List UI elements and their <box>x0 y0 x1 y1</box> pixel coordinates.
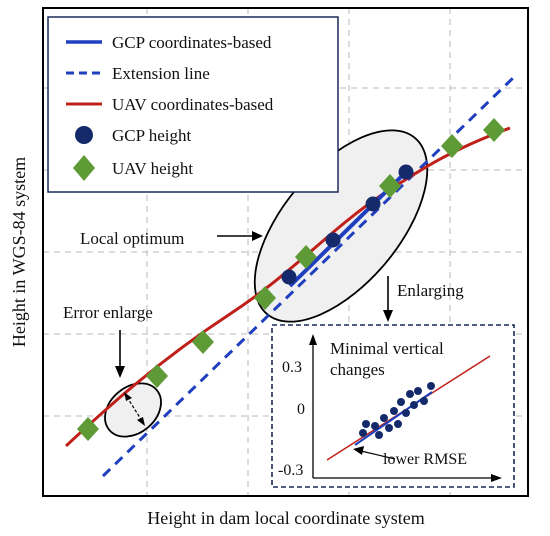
gcp-point <box>365 196 381 212</box>
inset-point <box>385 424 393 432</box>
inset-tick-bottom: -0.3 <box>278 462 303 479</box>
legend-uav-point-swatch <box>73 155 95 181</box>
inset-tick-top: 0.3 <box>282 359 302 376</box>
y-axis-label: Height in WGS-84 system <box>9 157 29 347</box>
annotation-arrows <box>115 231 393 378</box>
enlarging-label: Enlarging <box>397 281 464 300</box>
inset-point <box>375 431 383 439</box>
uav-point <box>483 118 505 142</box>
gcp-point <box>325 232 341 248</box>
inset-point <box>380 414 388 422</box>
inset-point <box>362 420 370 428</box>
uav-point <box>77 417 99 441</box>
inset-point <box>414 387 422 395</box>
inset-point <box>402 409 410 417</box>
inset-frame <box>271 324 515 488</box>
uav-fit-curve <box>64 126 511 448</box>
legend-label-gcp-point: GCP height <box>112 126 191 145</box>
inset-point <box>359 429 367 437</box>
uav-point <box>379 174 401 198</box>
inset-title-line1: Minimal vertical <box>330 339 444 358</box>
inset-panel: 0.3 0 -0.3 Minimal vertical changes lowe… <box>271 324 515 488</box>
inset-point <box>371 422 379 430</box>
gcp-point <box>398 164 414 180</box>
inset-gcp-fit-line <box>354 391 433 446</box>
uav-point <box>192 330 214 354</box>
legend-gcp-point-swatch <box>75 126 93 144</box>
inset-point <box>406 390 414 398</box>
uav-points <box>77 118 505 441</box>
inset-point <box>420 397 428 405</box>
inset-tick-mid: 0 <box>297 401 305 418</box>
legend-label-extension: Extension line <box>112 64 210 83</box>
local-optimum-label: Local optimum <box>80 229 184 248</box>
gcp-point <box>281 269 297 285</box>
uav-point <box>295 245 317 269</box>
inset-note-arrow <box>360 450 396 460</box>
inset-title-line2: changes <box>330 360 385 379</box>
plot-frame <box>42 7 529 497</box>
inset-point <box>410 401 418 409</box>
inset-points <box>359 382 435 439</box>
inset-point <box>397 398 405 406</box>
inset-point <box>390 407 398 415</box>
inset-point <box>427 382 435 390</box>
inset-point <box>394 420 402 428</box>
error-enlarge-label: Error enlarge <box>63 303 153 322</box>
legend-label-uav-point: UAV height <box>112 159 193 178</box>
inset-note: lower RMSE <box>383 451 467 468</box>
error-double-arrow <box>124 392 145 426</box>
x-axis-label: Height in dam local coordinate system <box>147 508 424 528</box>
uav-point <box>146 364 168 388</box>
legend-label-gcp-line: GCP coordinates-based <box>112 33 272 52</box>
legend: GCP coordinates-based Extension line UAV… <box>47 16 339 193</box>
gcp-points <box>281 164 414 285</box>
legend-label-uav-line: UAV coordinates-based <box>112 95 274 114</box>
uav-point <box>254 286 276 310</box>
uav-point <box>441 134 463 158</box>
